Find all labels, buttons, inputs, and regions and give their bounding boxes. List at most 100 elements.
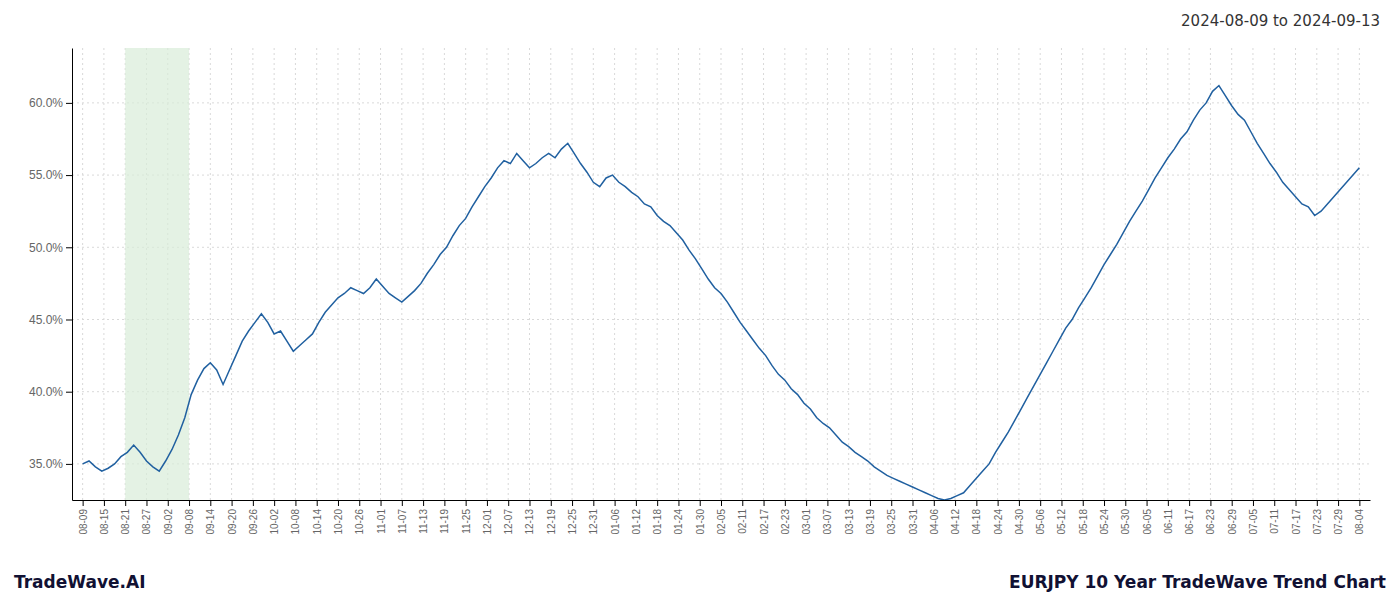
x-tick: 03-19 bbox=[865, 500, 876, 535]
x-tick: 09-26 bbox=[248, 500, 259, 535]
x-tick-mark bbox=[402, 500, 403, 506]
grid-line-x bbox=[529, 48, 530, 500]
x-tick-mark bbox=[891, 500, 892, 506]
grid-line-x bbox=[1146, 48, 1147, 500]
x-tick: 12-25 bbox=[567, 500, 578, 535]
grid-line-x bbox=[1125, 48, 1126, 500]
x-tick: 10-02 bbox=[269, 500, 280, 535]
grid-line-x bbox=[614, 48, 615, 500]
x-tick: 03-07 bbox=[822, 500, 833, 535]
x-tick: 12-31 bbox=[588, 500, 599, 535]
y-tick: 40.0% bbox=[29, 385, 72, 399]
x-tick-mark bbox=[1274, 500, 1275, 506]
grid-line-x bbox=[359, 48, 360, 500]
grid-line-x bbox=[1061, 48, 1062, 500]
x-tick: 09-08 bbox=[184, 500, 195, 535]
x-tick-mark bbox=[1189, 500, 1190, 506]
x-tick: 04-18 bbox=[971, 500, 982, 535]
x-tick-mark bbox=[742, 500, 743, 506]
x-tick-mark bbox=[487, 500, 488, 506]
x-tick: 10-26 bbox=[354, 500, 365, 535]
x-tick: 09-14 bbox=[205, 500, 216, 535]
y-tick: 50.0% bbox=[29, 241, 72, 255]
grid-line-x bbox=[1252, 48, 1253, 500]
grid-line-x bbox=[1359, 48, 1360, 500]
x-tick-label: 03-01 bbox=[801, 509, 812, 535]
x-tick-mark bbox=[317, 500, 318, 506]
grid-line-y bbox=[72, 247, 1370, 248]
x-tick-mark bbox=[508, 500, 509, 506]
line bbox=[83, 86, 1360, 500]
x-tick-mark bbox=[210, 500, 211, 506]
x-tick-label: 06-05 bbox=[1142, 509, 1153, 535]
x-tick: 02-17 bbox=[759, 500, 770, 535]
grid-line-x bbox=[635, 48, 636, 500]
x-tick-mark bbox=[1253, 500, 1254, 506]
x-tick: 12-01 bbox=[482, 500, 493, 535]
x-tick-mark bbox=[934, 500, 935, 506]
chart: 35.0%40.0%45.0%50.0%55.0%60.0%08-0908-15… bbox=[0, 0, 1400, 600]
grid-line-x bbox=[465, 48, 466, 500]
grid-line-x bbox=[912, 48, 913, 500]
grid-line-x bbox=[1338, 48, 1339, 500]
x-tick: 02-11 bbox=[737, 500, 748, 534]
x-tick: 01-12 bbox=[631, 500, 642, 535]
footer-right: EURJPY 10 Year TradeWave Trend Chart bbox=[1009, 572, 1386, 592]
grid-line-x bbox=[316, 48, 317, 500]
x-tick: 11-01 bbox=[376, 500, 387, 534]
x-tick-mark bbox=[551, 500, 552, 506]
grid-line-x bbox=[657, 48, 658, 500]
x-tick-label: 04-24 bbox=[993, 509, 1004, 535]
x-tick-label: 03-25 bbox=[886, 509, 897, 535]
y-tick-label: 55.0% bbox=[29, 168, 63, 182]
grid-line-x bbox=[103, 48, 104, 500]
x-tick-mark bbox=[1210, 500, 1211, 506]
x-tick: 12-19 bbox=[546, 500, 557, 535]
x-tick-mark bbox=[785, 500, 786, 506]
x-tick-label: 04-30 bbox=[1014, 509, 1025, 535]
grid-line-x bbox=[763, 48, 764, 500]
x-tick: 03-25 bbox=[886, 500, 897, 535]
grid-line-x bbox=[933, 48, 934, 500]
y-tick-label: 35.0% bbox=[29, 457, 63, 471]
x-tick-label: 11-19 bbox=[439, 509, 450, 534]
x-tick-label: 10-02 bbox=[269, 509, 280, 535]
x-tick-mark bbox=[146, 500, 147, 506]
grid-line-x bbox=[572, 48, 573, 500]
grid-line-x bbox=[1295, 48, 1296, 500]
grid-line-x bbox=[1167, 48, 1168, 500]
x-tick-mark bbox=[83, 500, 84, 506]
x-tick: 07-11 bbox=[1269, 500, 1280, 534]
y-tick-label: 40.0% bbox=[29, 385, 63, 399]
x-tick-label: 12-07 bbox=[503, 509, 514, 535]
x-tick-label: 11-01 bbox=[376, 509, 387, 534]
y-tick: 60.0% bbox=[29, 96, 72, 110]
x-tick-label: 02-17 bbox=[759, 509, 770, 535]
y-tick-mark bbox=[66, 464, 72, 465]
x-tick-label: 06-11 bbox=[1163, 509, 1174, 534]
grid-line-x bbox=[210, 48, 211, 500]
x-tick-label: 08-04 bbox=[1354, 509, 1365, 535]
y-tick: 45.0% bbox=[29, 313, 72, 327]
x-tick: 02-23 bbox=[780, 500, 791, 535]
x-tick-mark bbox=[338, 500, 339, 506]
x-tick-mark bbox=[529, 500, 530, 506]
grid-line-x bbox=[593, 48, 594, 500]
x-tick: 04-06 bbox=[929, 500, 940, 535]
x-tick-mark bbox=[1019, 500, 1020, 506]
x-tick-mark bbox=[913, 500, 914, 506]
x-tick-mark bbox=[636, 500, 637, 506]
x-tick: 05-12 bbox=[1056, 500, 1067, 535]
x-tick-label: 05-18 bbox=[1078, 509, 1089, 535]
x-tick-label: 01-12 bbox=[631, 509, 642, 535]
x-tick-label: 04-06 bbox=[929, 509, 940, 535]
x-tick: 05-30 bbox=[1120, 500, 1131, 535]
grid-line-x bbox=[1082, 48, 1083, 500]
x-tick-label: 02-23 bbox=[780, 509, 791, 535]
grid-line-x bbox=[337, 48, 338, 500]
grid-line-x bbox=[806, 48, 807, 500]
x-tick-label: 11-13 bbox=[418, 509, 429, 534]
x-tick-mark bbox=[849, 500, 850, 506]
x-tick: 06-17 bbox=[1184, 500, 1195, 535]
x-tick-label: 12-13 bbox=[524, 509, 535, 535]
